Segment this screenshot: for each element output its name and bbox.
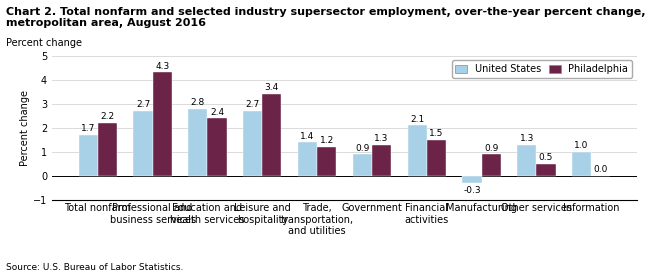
Bar <box>572 152 592 176</box>
Text: 2.7: 2.7 <box>136 100 150 109</box>
Bar <box>517 145 536 176</box>
Bar <box>317 147 336 176</box>
Bar <box>372 145 391 176</box>
Text: 1.2: 1.2 <box>320 136 334 145</box>
Text: 0.0: 0.0 <box>593 165 608 174</box>
Bar <box>536 164 556 176</box>
Text: 1.3: 1.3 <box>374 134 389 143</box>
Bar <box>408 125 427 176</box>
Text: 1.5: 1.5 <box>429 129 443 138</box>
Bar <box>153 73 172 176</box>
Bar <box>353 154 372 176</box>
Bar <box>188 109 207 176</box>
Text: 1.7: 1.7 <box>81 125 96 133</box>
Bar <box>207 118 227 176</box>
Text: metropolitan area, August 2016: metropolitan area, August 2016 <box>6 18 207 28</box>
Text: Chart 2. Total nonfarm and selected industry supersector employment, over-the-ye: Chart 2. Total nonfarm and selected indu… <box>6 7 650 17</box>
Bar <box>133 111 153 176</box>
Bar <box>482 154 500 176</box>
Text: 0.9: 0.9 <box>484 144 499 153</box>
Text: 1.0: 1.0 <box>575 141 589 150</box>
Bar <box>462 176 482 183</box>
Bar <box>262 94 281 176</box>
Text: 0.9: 0.9 <box>355 144 369 153</box>
Bar <box>98 123 117 176</box>
Text: 1.4: 1.4 <box>300 132 315 141</box>
Text: 0.5: 0.5 <box>539 153 553 162</box>
Text: 2.8: 2.8 <box>190 98 205 107</box>
Text: 4.3: 4.3 <box>155 62 170 71</box>
Text: 3.4: 3.4 <box>265 83 279 93</box>
Text: -0.3: -0.3 <box>463 186 481 195</box>
Text: 2.7: 2.7 <box>246 100 260 109</box>
Bar <box>79 135 97 176</box>
Text: 2.2: 2.2 <box>100 112 114 121</box>
Bar <box>427 140 446 176</box>
Y-axis label: Percent change: Percent change <box>20 90 30 166</box>
Text: 1.3: 1.3 <box>519 134 534 143</box>
Bar <box>298 142 317 176</box>
Bar <box>243 111 262 176</box>
Text: Percent change: Percent change <box>6 38 83 48</box>
Legend: United States, Philadelphia: United States, Philadelphia <box>452 60 632 78</box>
Text: Source: U.S. Bureau of Labor Statistics.: Source: U.S. Bureau of Labor Statistics. <box>6 264 184 272</box>
Text: 2.1: 2.1 <box>410 115 424 124</box>
Text: 2.4: 2.4 <box>210 108 224 116</box>
